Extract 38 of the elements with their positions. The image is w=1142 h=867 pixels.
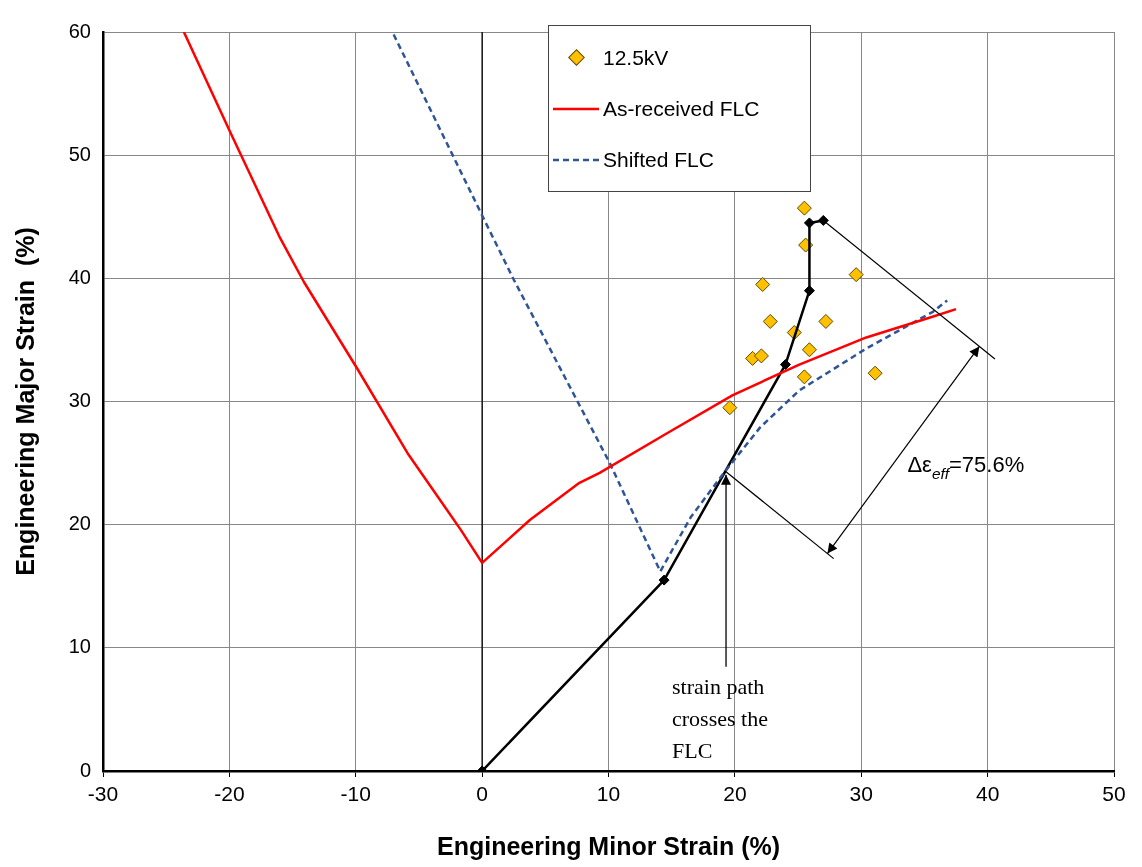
x-tick-label: 50 (1102, 782, 1126, 806)
x-tick-label: -30 (87, 782, 119, 806)
point (779, 359, 791, 371)
y-tick-label: 40 (68, 265, 91, 288)
y-tick-label: 0 (79, 758, 91, 781)
point (848, 267, 864, 283)
point (818, 313, 834, 329)
x-tick-label: -10 (340, 782, 371, 806)
point (658, 574, 670, 586)
x-tick-label: 20 (723, 782, 747, 806)
y-axis-title: Engineering Major Strain (%) (10, 227, 39, 576)
annotation: strain path crosses the FLC (672, 673, 768, 763)
x-tick-label: 30 (849, 782, 873, 806)
y-tick-label: 10 (68, 635, 91, 658)
x-axis-title: Engineering Minor Strain (%) (436, 831, 781, 860)
legend-label: As-received FLC (603, 96, 760, 121)
point (817, 214, 829, 226)
x-tick-label: 10 (596, 782, 621, 806)
point (755, 276, 771, 292)
point (796, 369, 812, 385)
line-series (392, 33, 949, 573)
point (762, 313, 778, 329)
point (796, 200, 812, 216)
y-tick-label: 20 (68, 512, 91, 535)
x-tick-label: -20 (214, 782, 245, 806)
point (803, 285, 815, 297)
point (801, 342, 817, 358)
x-tick-label: 40 (975, 782, 1000, 806)
point (722, 400, 738, 416)
point (867, 365, 883, 381)
y-tick-label: 50 (68, 142, 91, 165)
point (753, 348, 769, 364)
legend-label: 12.5kV (603, 45, 669, 70)
x-tick-label: 0 (476, 782, 488, 806)
legend-label: Shifted FLC (603, 147, 714, 172)
y-tick-label: 30 (68, 389, 91, 412)
y-tick-label: 60 (68, 19, 91, 42)
point (803, 217, 815, 229)
